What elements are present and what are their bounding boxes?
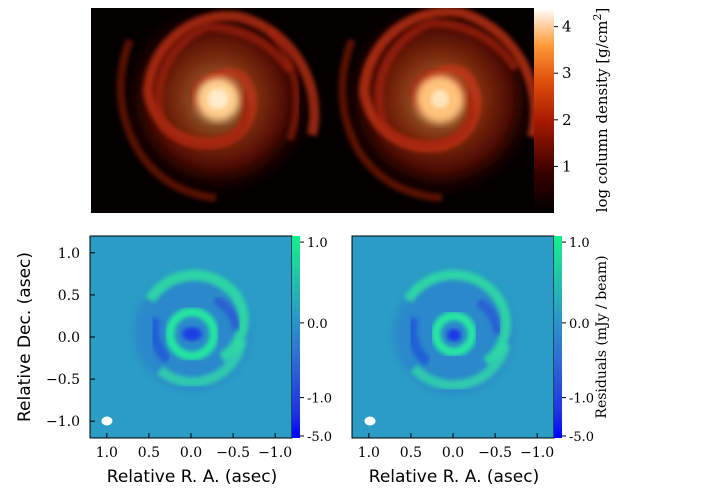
y-tick-label: −0.5 bbox=[46, 372, 80, 388]
x-tick-label: −1.0 bbox=[520, 445, 554, 461]
residual-colorbar-tick-label: 0.0 bbox=[569, 317, 590, 332]
density-colorbar-label: log column density [g/cm2] bbox=[591, 8, 611, 213]
y-tick-label: −1.0 bbox=[46, 414, 80, 430]
density-colorbar bbox=[534, 8, 554, 213]
residual-right-map bbox=[364, 269, 514, 426]
y-tick-label: 0.5 bbox=[58, 288, 80, 304]
x-tick-label: 0.5 bbox=[138, 445, 160, 461]
residual-left-colorbar-ticks: 1.0 0.0 -1.0 -5.0 bbox=[300, 236, 332, 445]
residuals-colorbar-label: Residuals (mJy / beam) bbox=[594, 255, 610, 418]
x-tick-label: 1.0 bbox=[358, 445, 380, 461]
beam-ellipse-right bbox=[364, 416, 376, 426]
residual-left-map bbox=[101, 269, 250, 426]
residual-left-colorbar bbox=[292, 236, 300, 438]
density-colorbar-tick-label: 2 bbox=[562, 111, 572, 129]
residual-colorbar-tick-label: 1.0 bbox=[569, 236, 590, 251]
residual-left-y-ticks: 1.0 0.5 0.0 −0.5 −1.0 bbox=[46, 246, 95, 430]
x-tick-label: −0.5 bbox=[216, 445, 250, 461]
beam-ellipse-left bbox=[101, 416, 113, 426]
x-tick-label: 0.0 bbox=[442, 445, 464, 461]
x-tick-label: 0.0 bbox=[180, 445, 202, 461]
x-axis-label-left: Relative R. A. (asec) bbox=[107, 467, 277, 487]
residual-colorbar-tick-label: 1.0 bbox=[307, 236, 328, 251]
residual-panel-left: 1.0 0.0 -1.0 -5.0 1.0 0.5 0.0 −0.5 −1.0 1.0 0.5 0… bbox=[15, 235, 332, 487]
density-colorbar-tick-label: 1 bbox=[562, 157, 572, 175]
y-tick-label: 1.0 bbox=[58, 246, 80, 262]
residual-colorbar-tick-label: -5.0 bbox=[569, 430, 594, 445]
residual-left-x-ticks: 1.0 0.5 0.0 −0.5 −1.0 bbox=[96, 433, 292, 461]
residual-right-x-ticks: 1.0 0.5 0.0 −0.5 −1.0 bbox=[358, 433, 554, 461]
x-axis-label-right: Relative R. A. (asec) bbox=[369, 467, 539, 487]
density-colorbar-ticks: 1 2 3 4 bbox=[554, 18, 572, 175]
x-tick-label: 1.0 bbox=[96, 445, 118, 461]
residual-colorbar-tick-label: -1.0 bbox=[569, 392, 594, 407]
density-maps-panel: 1 2 3 4 log column density [g/cm2] bbox=[91, 8, 611, 213]
density-colorbar-tick-label: 3 bbox=[562, 64, 572, 82]
x-tick-label: 0.5 bbox=[400, 445, 422, 461]
y-axis-label: Relative Dec. (asec) bbox=[15, 252, 35, 422]
y-tick-label: 0.0 bbox=[58, 330, 80, 346]
x-tick-label: −1.0 bbox=[258, 445, 292, 461]
x-tick-label: −0.5 bbox=[478, 445, 512, 461]
residual-panel-right: 1.0 0.0 -1.0 -5.0 1.0 0.5 0.0 −0.5 −1.0 Relativ… bbox=[351, 235, 610, 487]
right-disk-simulation bbox=[338, 8, 534, 202]
residual-right-colorbar-ticks: 1.0 0.0 -1.0 -5.0 bbox=[562, 236, 594, 445]
left-disk-simulation bbox=[116, 8, 320, 202]
residual-right-colorbar bbox=[554, 236, 562, 438]
density-colorbar-tick-label: 4 bbox=[562, 18, 572, 36]
residual-colorbar-tick-label: 0.0 bbox=[307, 317, 328, 332]
residual-colorbar-tick-label: -1.0 bbox=[307, 392, 332, 407]
residual-colorbar-tick-label: -5.0 bbox=[307, 430, 332, 445]
